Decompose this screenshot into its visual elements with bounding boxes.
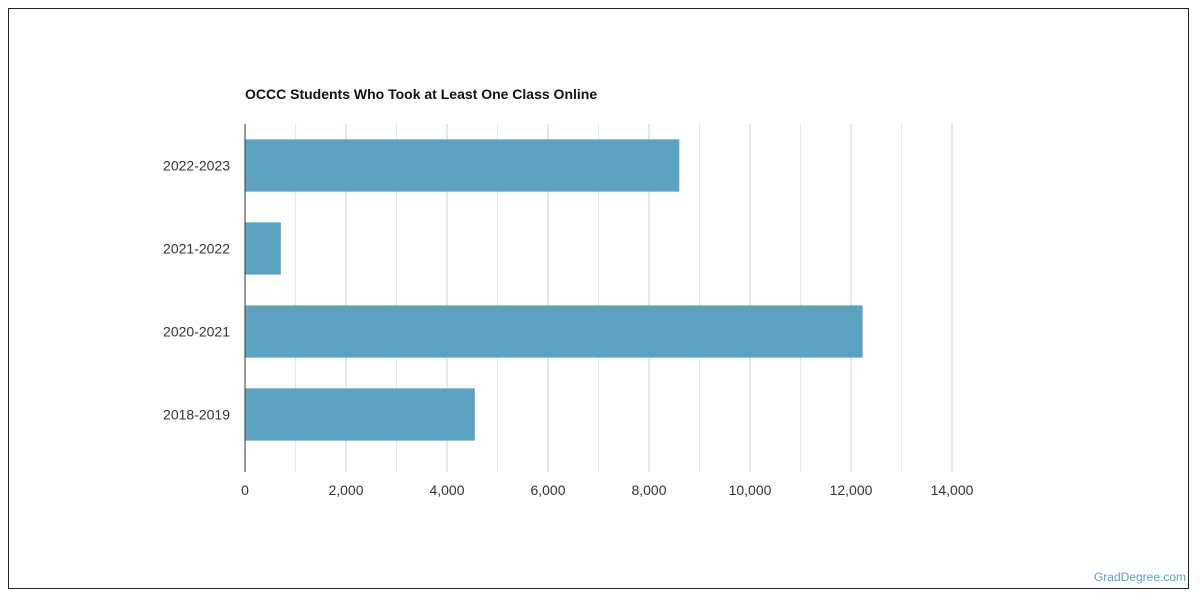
- x-tick-label: 0: [241, 482, 249, 498]
- x-tick-label: 12,000: [830, 482, 873, 498]
- bar-2021-2022: [245, 222, 281, 275]
- chart-title: OCCC Students Who Took at Least One Clas…: [245, 86, 598, 102]
- x-tick-label: 6,000: [530, 482, 565, 498]
- bar-2022-2023: [245, 139, 680, 192]
- x-tick-label: 8,000: [631, 482, 666, 498]
- category-label: 2020-2021: [163, 324, 230, 340]
- bar-2018-2019: [245, 388, 475, 441]
- category-label: 2018-2019: [163, 407, 230, 423]
- chart-frame: [8, 8, 1189, 589]
- source-credit-link[interactable]: GradDegree.com: [1093, 570, 1186, 584]
- category-label: 2022-2023: [163, 158, 230, 174]
- x-tick-label: 4,000: [429, 482, 464, 498]
- x-tick-label: 2,000: [328, 482, 363, 498]
- category-label: 2021-2022: [163, 241, 230, 257]
- bar-2020-2021: [245, 305, 863, 358]
- x-tick-label: 10,000: [729, 482, 772, 498]
- x-tick-label: 14,000: [931, 482, 974, 498]
